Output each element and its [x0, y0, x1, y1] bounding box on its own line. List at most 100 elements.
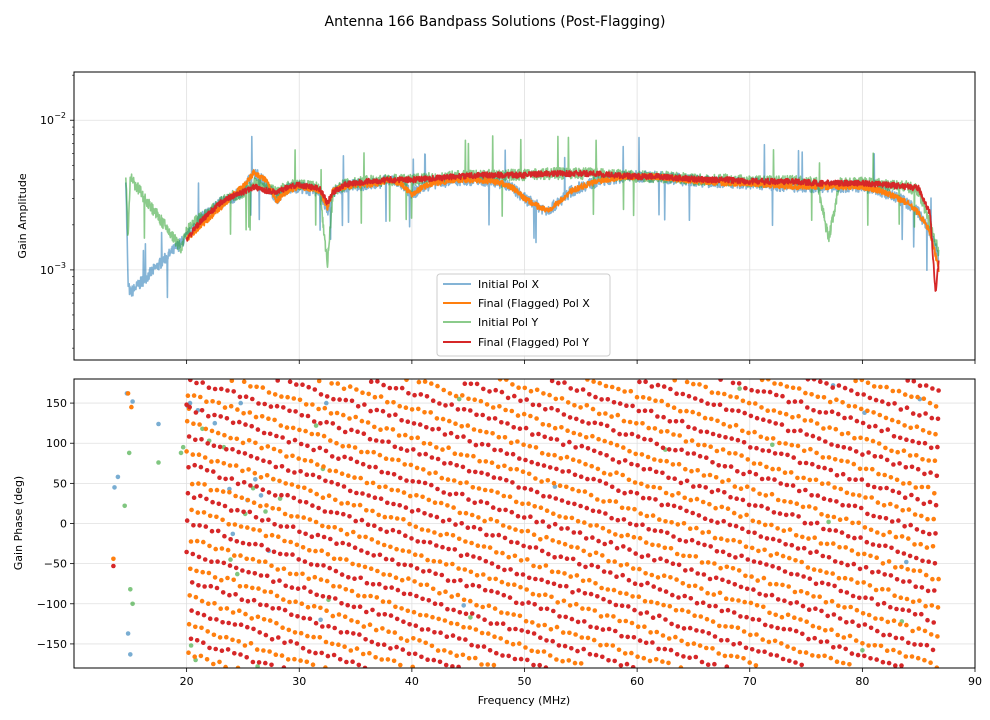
phase-point-final-flagged-pol-x [406, 576, 411, 581]
phase-point-final-flagged-pol-x [780, 553, 786, 559]
phase-point-final-flagged-pol-y [526, 600, 531, 605]
phase-point-final-flagged-pol-x [489, 488, 494, 494]
phase-point-final-flagged-pol-x [716, 651, 721, 656]
phase-point-final-flagged-pol-y [419, 654, 424, 660]
phase-point-final-flagged-pol-x [915, 394, 920, 400]
phase-point-final-flagged-pol-y [311, 447, 316, 453]
phase-point-final-flagged-pol-y [508, 567, 513, 572]
phase-point-final-flagged-pol-x [409, 407, 415, 412]
phase-point-final-flagged-pol-x [696, 442, 701, 448]
phase-point-final-flagged-pol-x [473, 627, 479, 632]
phase-point-final-flagged-pol-y [474, 381, 480, 387]
phase-point-final-flagged-pol-y [329, 479, 334, 485]
phase-point-final-flagged-pol-y [307, 649, 312, 654]
phase-point-final-flagged-pol-x [570, 457, 576, 463]
phase-point-final-flagged-pol-y [346, 575, 351, 580]
phase-point-final-flagged-pol-x [929, 603, 935, 608]
phase-point-final-flagged-pol-x [709, 416, 714, 422]
phase-point-final-flagged-pol-x [324, 608, 329, 613]
phase-point-final-flagged-pol-y [337, 397, 342, 402]
phase-point-final-flagged-pol-y [241, 509, 246, 515]
phase-point-final-flagged-pol-x [607, 498, 612, 504]
phase-point-final-flagged-pol-y [189, 580, 195, 585]
phase-point-final-flagged-pol-x [647, 396, 652, 401]
phase-point-final-flagged-pol-y [810, 433, 816, 439]
phase-point-final-flagged-pol-x [361, 624, 367, 629]
phase-point-final-flagged-pol-x [440, 416, 446, 422]
phase-point-final-flagged-pol-x [703, 384, 708, 390]
phase-point-final-flagged-pol-y [231, 389, 236, 394]
phase-point-final-flagged-pol-y [246, 541, 252, 547]
phase-point-final-flagged-pol-y [719, 608, 725, 614]
phase-point-final-flagged-pol-y [337, 657, 343, 662]
phase-point-final-flagged-pol-x [631, 534, 637, 540]
phase-point-final-flagged-pol-x [386, 629, 391, 634]
phase-point-final-flagged-pol-x [246, 467, 251, 472]
phase-point-final-flagged-pol-x [297, 397, 303, 403]
phase-point-final-flagged-pol-x [628, 388, 634, 394]
phase-point-final-flagged-pol-x [370, 508, 375, 514]
phase-point-final-flagged-pol-x [814, 421, 820, 426]
phase-point-final-flagged-pol-y [710, 460, 715, 465]
phase-point-final-flagged-pol-y [407, 591, 413, 597]
phase-point-final-flagged-pol-y [549, 379, 555, 384]
phase-point-final-flagged-pol-y [797, 460, 803, 466]
amplitude-y-tick-exponent: −2 [54, 111, 66, 120]
phase-point-final-flagged-pol-y [756, 649, 761, 654]
phase-point-final-flagged-pol-y [783, 512, 789, 518]
phase-point-final-flagged-pol-x [832, 485, 837, 490]
phase-point-final-flagged-pol-x [737, 539, 743, 545]
phase-point-final-flagged-pol-x [476, 486, 482, 491]
phase-point-final-flagged-pol-x [788, 470, 794, 475]
phase-point-final-flagged-pol-y [325, 653, 331, 659]
phase-point-final-flagged-pol-x [298, 658, 303, 663]
phase-point-final-flagged-pol-x [565, 400, 571, 405]
phase-point-final-flagged-pol-x [310, 402, 315, 407]
phase-point-final-flagged-pol-y [814, 549, 819, 554]
phase-point-final-flagged-pol-x [470, 485, 476, 490]
phase-point-final-flagged-pol-y [579, 443, 585, 449]
phase-point-final-flagged-pol-x [751, 487, 756, 492]
legend-frame [436, 273, 611, 357]
phase-point-final-flagged-pol-x [925, 516, 930, 522]
phase-point-final-flagged-pol-x [274, 593, 280, 599]
phase-point-final-flagged-pol-x [611, 587, 617, 593]
phase-point-final-flagged-pol-y [274, 403, 280, 409]
phase-point-final-flagged-pol-x [194, 538, 200, 544]
phase-point-final-flagged-pol-y [651, 584, 656, 589]
phase-point-final-flagged-pol-y [925, 617, 930, 623]
phase-point-final-flagged-pol-x [459, 424, 465, 429]
phase-point-final-flagged-pol-x [570, 486, 575, 492]
phase-point-final-flagged-pol-y [832, 583, 837, 589]
phase-point-final-flagged-pol-y [542, 434, 547, 440]
phase-point-final-flagged-pol-y [825, 613, 830, 619]
phase-point-final-flagged-pol-x [376, 512, 382, 518]
phase-point-final-flagged-pol-x [342, 644, 347, 649]
phase-point-final-flagged-pol-x [625, 532, 630, 538]
phase-point-final-flagged-pol-y [310, 472, 316, 478]
phase-point-final-flagged-pol-y [360, 461, 366, 467]
phase-point-final-flagged-pol-y [798, 428, 803, 433]
phase-point-final-flagged-pol-x [242, 643, 248, 648]
phase-point-final-flagged-pol-y [391, 472, 397, 477]
phase-point-final-flagged-pol-x [558, 456, 564, 461]
phase-point-final-flagged-pol-y [726, 579, 731, 585]
phase-point-final-flagged-pol-y [407, 622, 412, 627]
phase-point-final-flagged-pol-x [254, 647, 260, 652]
phase-point-final-flagged-pol-y [743, 385, 748, 391]
phase-x-label: Frequency (MHz) [478, 694, 570, 707]
phase-point-final-flagged-pol-x [290, 453, 295, 459]
phase-point-final-flagged-pol-x [787, 527, 793, 532]
phase-point-final-flagged-pol-y [200, 380, 205, 385]
phase-point-final-flagged-pol-x [259, 414, 265, 419]
phase-point-final-flagged-pol-x [519, 529, 524, 534]
phase-point-final-flagged-pol-x [225, 547, 231, 553]
phase-point-final-flagged-pol-y [933, 502, 939, 508]
phase-point-final-flagged-pol-y [750, 616, 756, 622]
phase-point-final-flagged-pol-x [207, 513, 213, 519]
phase-point-final-flagged-pol-y [622, 490, 627, 496]
phase-point-final-flagged-pol-y [629, 431, 635, 437]
phase-point-final-flagged-pol-y [253, 515, 259, 520]
phase-point-final-flagged-pol-y [742, 410, 747, 416]
